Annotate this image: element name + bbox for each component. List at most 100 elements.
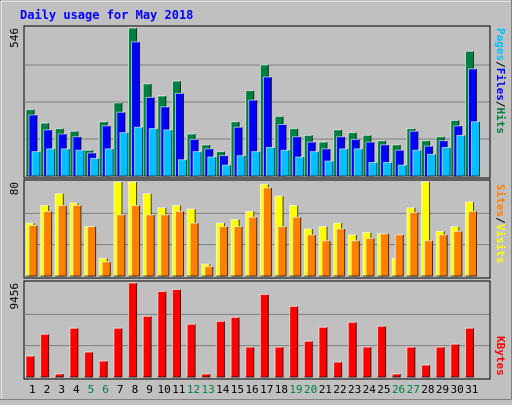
bar-sites-day-21 [321,240,331,277]
bar-pages-day-24 [368,161,378,177]
bar-sites-day-31 [468,210,477,277]
bar-pages-day-13 [207,156,217,177]
x-tick-label-day-18: 18 [275,383,288,396]
bar-kbytes-day-22 [333,361,343,378]
bar-sites-day-22 [336,228,346,277]
bar-pages-day-10 [163,129,173,177]
bar-kbytes-day-23 [347,321,357,378]
x-tick-label-day-3: 3 [58,383,65,396]
x-tick-label-day-1: 1 [29,383,36,396]
panel-kbytes-background [23,280,491,380]
bar-pages-day-19 [295,156,305,177]
bar-kbytes-day-24 [362,346,372,378]
bar-kbytes-day-31 [465,327,474,378]
x-tick-label-day-4: 4 [73,383,80,396]
bar-sites-day-26 [394,234,404,277]
bar-kbytes-day-16 [245,346,255,378]
x-tick-label-day-15: 15 [231,383,244,396]
bar-sites-day-11 [175,210,184,277]
x-tick-label-day-10: 10 [158,383,171,396]
bar-kbytes-day-18 [274,346,284,378]
label-pages: Pages [494,28,507,61]
x-tick-label-day-12: 12 [187,383,200,396]
x-tick-label-day-31: 31 [465,383,478,396]
bar-sites-day-27 [409,212,419,277]
bar-pages-day-28 [427,153,437,177]
x-tick-label-day-27: 27 [407,383,420,396]
bar-pages-day-16 [251,151,261,177]
x-tick-label-day-30: 30 [451,383,464,396]
bar-kbytes-day-11 [172,289,181,378]
x-tick-label-day-25: 25 [377,383,390,396]
label-kbytes: KBytes [494,336,507,376]
bar-kbytes-day-25 [377,325,387,378]
bar-pages-day-18 [280,149,290,177]
bar-kbytes-day-4 [69,327,79,378]
bar-kbytes-day-28 [421,364,431,378]
bar-pages-day-3 [60,148,70,177]
x-tick-labels: 1 2 3 4 5 6 7 8 9 10 11 12 13 14 15 16 17 18 19 20 21 22 23 24 2… [29,383,478,396]
bar-pages-day-27 [412,149,422,177]
bar-pages-day-9 [148,128,158,177]
bar-sites-day-9 [145,214,155,277]
bar-pages-day-12 [192,151,202,177]
bar-pages-day-22 [339,148,349,177]
bar-sites-day-2 [43,210,53,277]
bar-pages-day-8 [134,126,144,177]
bar-sites-day-29 [438,234,448,277]
bar-kbytes-day-10 [157,291,167,378]
bar-pages-day-25 [383,161,393,177]
x-tick-label-day-13: 13 [202,383,215,396]
bar-pages-day-26 [397,164,407,177]
bar-pages-day-7 [119,132,129,177]
bar-sites-day-20 [306,234,316,277]
bar-pages-day-31 [471,121,480,177]
bar-sites-day-30 [453,230,463,277]
chart-title: Daily usage for May 2018 [20,8,193,22]
bar-kbytes-day-5 [84,351,94,378]
ymax-label-visits: 80 [8,182,21,195]
x-tick-label-day-26: 26 [392,383,405,396]
bar-pages-day-23 [353,148,363,177]
bar-sites-day-24 [365,237,375,277]
bar-kbytes-day-7 [113,327,123,378]
bar-pages-day-1 [31,151,41,177]
bar-pages-day-4 [75,149,85,177]
x-tick-label-day-16: 16 [245,383,258,396]
bar-sites-day-12 [189,222,199,277]
bar-kbytes-day-21 [318,326,328,378]
label-sep-3: / [494,217,507,224]
bar-pages-day-6 [104,148,114,177]
x-tick-label-day-9: 9 [146,383,153,396]
x-tick-label-day-22: 22 [333,383,346,396]
bar-kbytes-day-9 [142,315,152,378]
bar-sites-day-7 [116,214,126,277]
bar-pages-day-15 [236,155,246,177]
label-hits: Hits [494,108,507,135]
bar-pages-day-20 [309,151,319,177]
right-label-hits-panel: Pages/Files/Hits [494,28,507,134]
bar-pages-day-2 [46,148,56,177]
x-tick-label-day-21: 21 [319,383,332,396]
label-visits: Visits [494,224,507,264]
bar-sites-day-4 [72,205,82,277]
x-tick-label-day-7: 7 [117,383,124,396]
bar-pages-day-17 [265,147,275,177]
x-tick-label-day-17: 17 [260,383,273,396]
label-sep-1: / [494,61,507,68]
bar-sites-day-16 [248,216,258,277]
bar-kbytes-day-15 [230,316,240,378]
x-tick-label-day-29: 29 [436,383,449,396]
label-sites: Sites [494,184,507,217]
bar-pages-day-29 [441,147,451,177]
x-tick-label-day-20: 20 [304,383,317,396]
bar-pages-day-11 [178,159,187,177]
bar-pages-day-5 [90,157,100,177]
x-tick-label-day-8: 8 [132,383,139,396]
bar-sites-day-1 [28,224,38,277]
bar-sites-day-5 [87,226,97,277]
x-tick-label-day-23: 23 [348,383,361,396]
bar-sites-day-17 [262,187,272,277]
bar-kbytes-day-6 [98,360,108,378]
x-tick-label-day-14: 14 [216,383,230,396]
